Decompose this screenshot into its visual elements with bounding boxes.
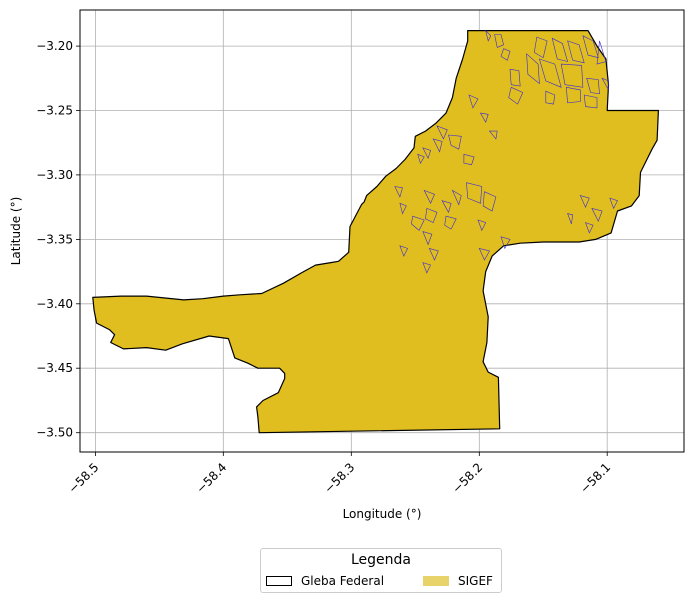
gleba-federal-area	[93, 31, 659, 433]
y-tick-label: −3.35	[36, 232, 73, 246]
legend-swatch-sigef	[423, 576, 449, 586]
y-tick-label: −3.25	[36, 104, 73, 118]
x-tick-label: −58.1	[577, 460, 613, 496]
legend-entry-sigef: SIGEF	[423, 574, 493, 588]
map-layer	[93, 31, 659, 433]
y-tick-label: −3.45	[36, 361, 73, 375]
x-axis-label: Longitude (°)	[343, 507, 422, 521]
x-tick-label: −58.5	[66, 460, 102, 496]
y-tick-label: −3.40	[36, 297, 73, 311]
y-axis-label: Latitude (°)	[9, 197, 23, 266]
legend-title: Legenda	[261, 552, 501, 568]
legend-swatch-gleba-federal	[266, 576, 292, 586]
legend-label-gleba-federal: Gleba Federal	[301, 574, 384, 588]
legend-entry-gleba-federal: Gleba Federal	[266, 574, 384, 588]
y-tick-label: −3.20	[36, 39, 73, 53]
x-tick-label: −58.2	[450, 460, 486, 496]
x-tick-label: −58.4	[194, 460, 230, 496]
legend: Legenda Gleba Federal SIGEF	[260, 548, 502, 593]
y-tick-label: −3.50	[36, 426, 73, 440]
x-tick-label: −58.3	[322, 460, 358, 496]
legend-label-sigef: SIGEF	[458, 574, 493, 588]
y-tick-label: −3.30	[36, 168, 73, 182]
